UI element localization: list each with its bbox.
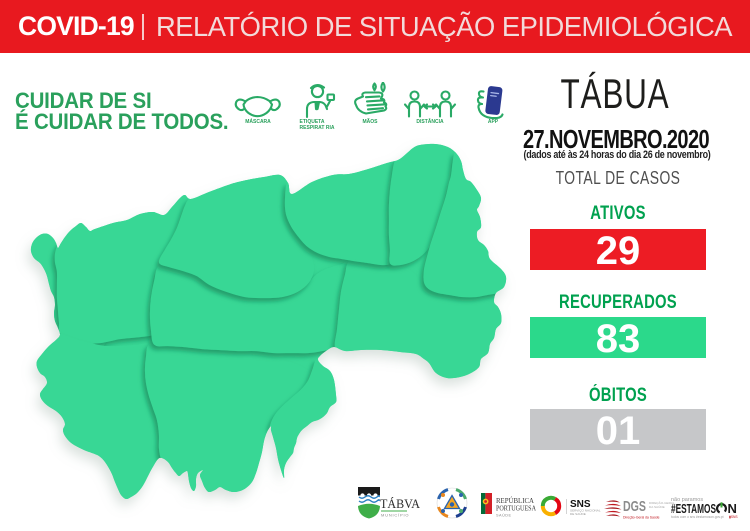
- svg-text:SERVIÇO NACIONAL: SERVIÇO NACIONAL: [570, 509, 601, 513]
- svg-text:▮SNS: ▮SNS: [729, 515, 738, 519]
- svg-text:não paramos: não paramos: [671, 497, 703, 503]
- svg-text:DA SAÚDE: DA SAÚDE: [649, 505, 665, 509]
- svg-text:N: N: [728, 501, 737, 516]
- svg-text:#ESTAMOS: #ESTAMOS: [671, 501, 716, 516]
- svg-text:Direção-Geral da Saúde: Direção-Geral da Saúde: [623, 516, 660, 520]
- svg-text:SAÚDE: SAÚDE: [496, 513, 512, 518]
- svg-text:DIREÇÃO-GERAL: DIREÇÃO-GERAL: [649, 500, 675, 505]
- svg-text:REPÚBLICA: REPÚBLICA: [496, 495, 534, 505]
- svg-text:DGS: DGS: [623, 498, 646, 515]
- svg-text:MUNICÍPIO: MUNICÍPIO: [381, 513, 409, 518]
- svg-text:TÁBVA: TÁBVA: [380, 497, 420, 511]
- svg-text:SNS: SNS: [570, 499, 591, 510]
- svg-text:PORTUGUESA: PORTUGUESA: [496, 504, 536, 513]
- svg-text:DE SAÚDE: DE SAÚDE: [570, 512, 586, 516]
- svg-text:todos com o sns #estamoson.gov: todos com o sns #estamoson.gov.pt: [671, 515, 724, 519]
